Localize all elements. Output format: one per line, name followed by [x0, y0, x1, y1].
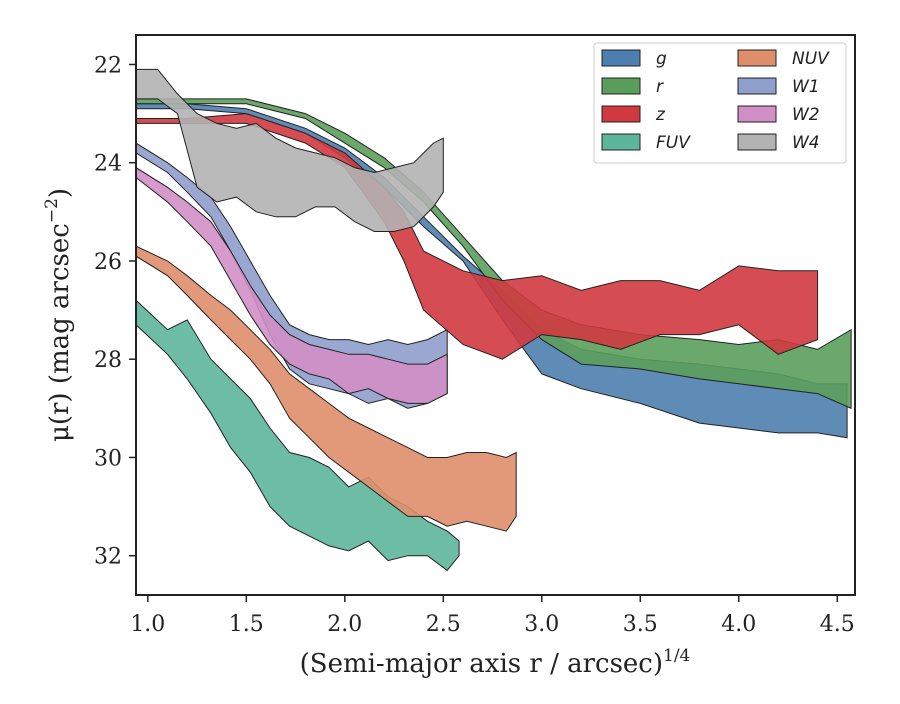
legend-label-w4: W4	[792, 133, 820, 153]
x-tick-label: 3.5	[623, 612, 658, 637]
series-band-fuv	[136, 299, 460, 572]
series-band-w4	[136, 68, 444, 232]
plot-frame	[135, 34, 856, 596]
legend-swatch-w4	[737, 133, 777, 151]
x-tick-label: 1.5	[229, 612, 264, 637]
series-band-nuv	[136, 245, 517, 532]
legend-swatch-g	[601, 49, 641, 67]
legend-label-g: g	[656, 49, 667, 69]
legend-label-nuv: NUV	[792, 49, 830, 69]
x-tick-label: 4.0	[721, 612, 756, 637]
series-layer	[136, 68, 852, 572]
x-tick-label: 1.0	[130, 612, 165, 637]
x-tick-label: 2.0	[327, 612, 362, 637]
y-tick-label: 26	[94, 250, 122, 275]
y-axis-label-superscript: −2	[42, 198, 62, 223]
y-tick-label: 30	[94, 446, 122, 471]
legend-label-fuv: FUV	[656, 133, 691, 153]
legend-swatch-nuv	[737, 49, 777, 67]
legend-box	[593, 42, 847, 164]
x-tick-label: 4.5	[820, 612, 855, 637]
legend-label-r: r	[656, 77, 664, 97]
x-axis-label-text: (Semi-major axis r / arcsec)	[300, 649, 663, 679]
x-axis-label-superscript: 1/4	[663, 646, 690, 666]
legend: grz FUV NUV W1 W2 W4	[593, 42, 847, 164]
legend-swatch-r	[601, 77, 641, 95]
legend-label-w1: W1	[792, 77, 820, 97]
series-band-w2	[136, 167, 448, 404]
legend-swatch-w2	[737, 105, 777, 123]
y-tick-label: 22	[94, 53, 122, 78]
legend-swatch-fuv	[601, 133, 641, 151]
x-tick-label: 2.5	[426, 612, 461, 637]
y-axis-ticks: 22 24 26 28 30 32	[94, 53, 136, 570]
y-tick-label: 32	[94, 545, 122, 570]
y-tick-label: 28	[94, 348, 122, 373]
y-axis-label-text: μ(r) (mag arcsec	[45, 223, 75, 442]
x-axis-label: (Semi-major axis r / arcsec)1/4	[300, 646, 691, 679]
y-axis-label-close: )	[45, 188, 75, 198]
y-axis-label: μ(r) (mag arcsec−2)	[42, 188, 75, 442]
x-tick-label: 3.0	[524, 612, 559, 637]
legend-swatch-z	[601, 105, 641, 123]
legend-swatch-w1	[737, 77, 777, 95]
x-axis-ticks: 1.0 1.5 2.0 2.5 3.0 3.5 4.0 4.5	[130, 595, 855, 637]
y-tick-label: 24	[94, 152, 122, 177]
legend-label-w2: W2	[792, 105, 820, 125]
legend-label-z: z	[655, 105, 666, 125]
